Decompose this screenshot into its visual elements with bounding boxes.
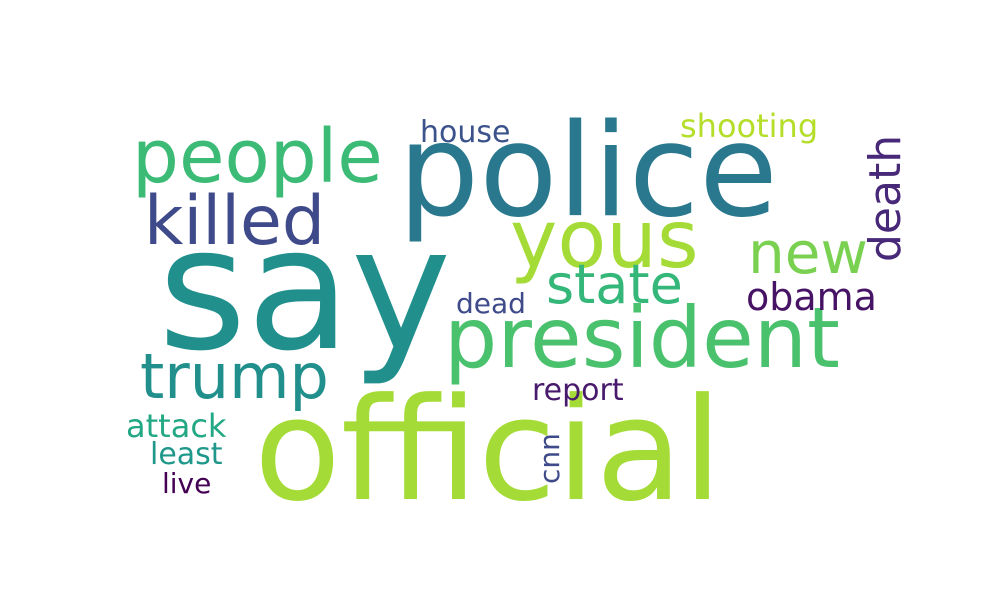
word-house: house [420, 115, 511, 150]
word-obama: obama [746, 275, 877, 319]
word-attack: attack [126, 407, 227, 445]
word-shooting: shooting [680, 107, 819, 145]
word-death: death [860, 134, 911, 262]
word-least: least [150, 437, 223, 472]
word-killed: killed [144, 182, 326, 261]
word-live: live [162, 467, 212, 500]
word-dead: dead [456, 287, 526, 320]
word-yous: yous [510, 193, 699, 286]
word-official: official [254, 368, 723, 533]
word-cnn: cnn [533, 433, 566, 484]
word-president: president [444, 289, 840, 387]
word-police: police [398, 97, 778, 246]
word-people: people [132, 114, 383, 200]
word-report: report [532, 373, 624, 408]
word-trump: trump [140, 340, 329, 413]
word-new: new [748, 219, 868, 287]
word-state: state [546, 253, 683, 316]
word-say: say [158, 191, 452, 389]
